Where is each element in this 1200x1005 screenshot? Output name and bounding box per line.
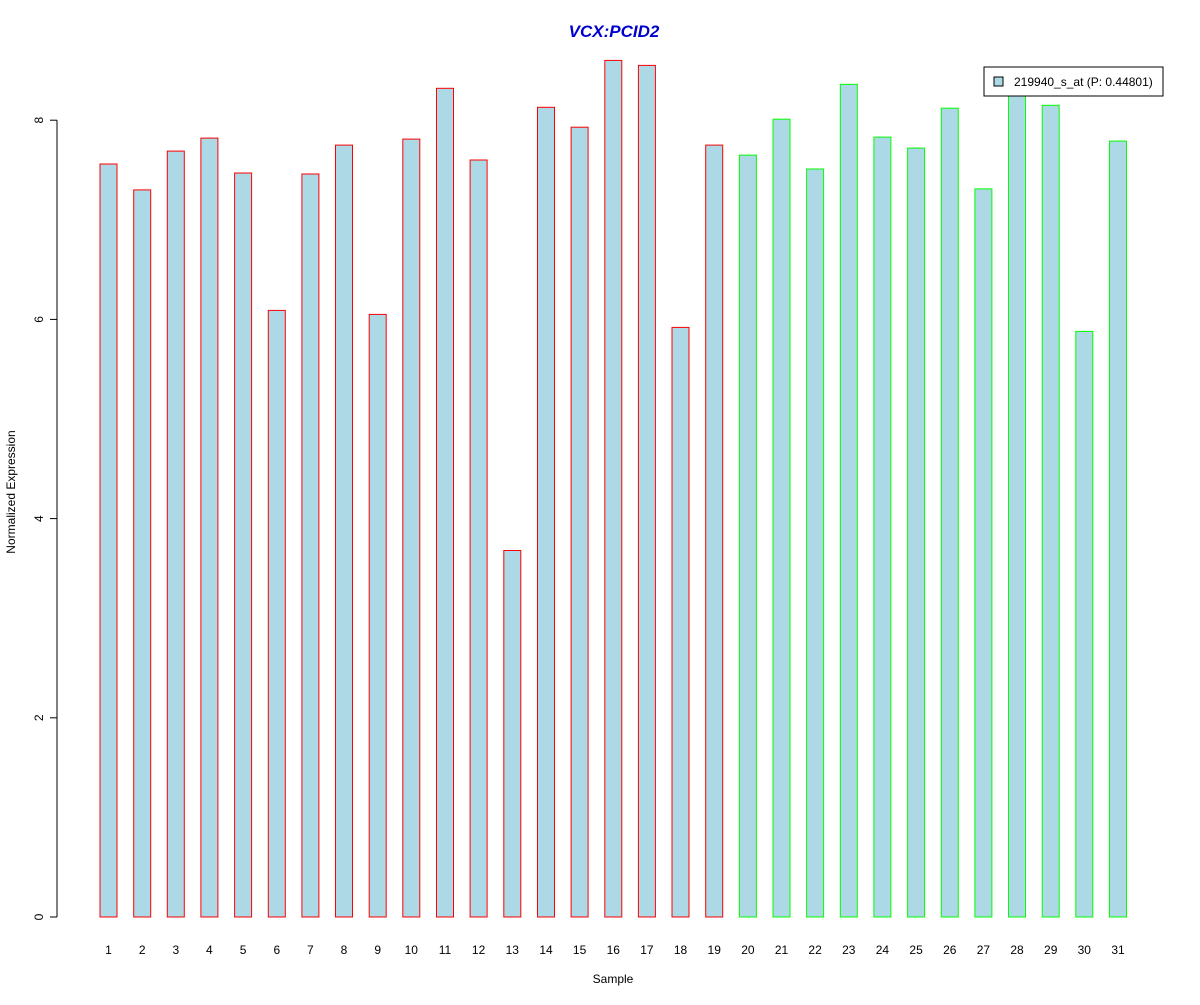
x-tick-label: 16 (607, 943, 621, 957)
x-tick-label: 1 (105, 943, 112, 957)
bar-sample-22 (806, 168, 825, 918)
bar-sample-7 (301, 173, 320, 918)
x-tick-label: 27 (977, 943, 991, 957)
bar-sample-17 (637, 64, 656, 918)
y-axis-label: Normalized Expression (4, 430, 18, 553)
bar-sample-20 (738, 154, 757, 918)
x-tick-label: 7 (307, 943, 314, 957)
x-tick-label: 21 (775, 943, 789, 957)
bar-sample-6 (267, 309, 286, 918)
bar-sample-31 (1109, 140, 1127, 918)
bar-sample-18 (671, 326, 690, 918)
bar-sample-11 (436, 87, 454, 918)
bar-sample-30 (1075, 330, 1094, 918)
x-tick-label: 30 (1078, 943, 1092, 957)
bar-sample-5 (234, 172, 253, 918)
bar-sample-2 (133, 189, 152, 918)
bar-sample-4 (200, 137, 219, 918)
bar-sample-21 (772, 118, 791, 918)
x-tick-label: 15 (573, 943, 587, 957)
bars-group (99, 59, 1127, 918)
bar-sample-24 (873, 136, 892, 918)
x-tick-label: 20 (741, 943, 755, 957)
x-tick-label: 26 (943, 943, 957, 957)
x-tick-label: 13 (506, 943, 520, 957)
chart-title: VCX:PCID2 (569, 22, 660, 41)
x-tick-label: 31 (1111, 943, 1125, 957)
bar-sample-27 (974, 188, 993, 918)
bar-sample-16 (604, 59, 623, 918)
x-tick-label: 18 (674, 943, 688, 957)
bar-sample-1 (99, 163, 118, 918)
x-tick-label: 4 (206, 943, 213, 957)
x-tick-label: 23 (842, 943, 856, 957)
x-tick-label: 17 (640, 943, 654, 957)
x-tick-label: 3 (172, 943, 179, 957)
x-tick-label: 19 (708, 943, 722, 957)
x-tick-label: 25 (909, 943, 923, 957)
legend: 219940_s_at (P: 0.44801) (983, 66, 1164, 97)
x-axis-label: Sample (593, 972, 634, 986)
bar-sample-19 (705, 144, 724, 918)
x-tick-label: 5 (240, 943, 247, 957)
y-tick-label: 2 (32, 714, 46, 721)
bar-sample-25 (907, 147, 926, 918)
y-tick-label: 4 (32, 515, 46, 522)
x-tick-label: 11 (439, 943, 452, 957)
x-tick-label: 28 (1010, 943, 1024, 957)
bar-sample-9 (368, 313, 387, 918)
bar-sample-3 (166, 150, 185, 918)
x-tick-label: 6 (273, 943, 280, 957)
bar-sample-28 (1008, 91, 1026, 918)
bar-sample-26 (940, 107, 959, 918)
legend-box (983, 66, 1164, 97)
x-tick-labels: 1 2 3 4 5 6 7 8 9 10 11 12 13 14 15 16 17 18 19 20 21 22 23 24 2… (105, 943, 1125, 957)
x-tick-label: 2 (139, 943, 146, 957)
bar-sample-29 (1041, 104, 1060, 918)
y-tick-label: 0 (32, 913, 46, 920)
legend-swatch (993, 76, 1004, 87)
bar-sample-23 (839, 83, 858, 918)
bar-sample-15 (570, 126, 589, 918)
x-tick-label: 9 (374, 943, 381, 957)
x-tick-label: 14 (539, 943, 553, 957)
x-tick-label: 8 (341, 943, 348, 957)
bar-sample-12 (469, 159, 488, 918)
bar-sample-8 (335, 144, 353, 918)
legend-entry-label: 219940_s_at (P: 0.44801) (1014, 75, 1153, 89)
bar-sample-14 (537, 106, 555, 918)
x-tick-label: 29 (1044, 943, 1058, 957)
x-tick-label: 10 (405, 943, 419, 957)
x-tick-label: 12 (472, 943, 486, 957)
bar-sample-13 (503, 550, 522, 918)
x-tick-label: 24 (876, 943, 890, 957)
bar-sample-10 (402, 138, 421, 918)
y-tick-label: 8 (32, 117, 46, 124)
x-tick-label: 22 (808, 943, 822, 957)
y-axis: 0 2 4 6 8 (32, 117, 58, 920)
y-tick-label: 6 (32, 316, 46, 323)
